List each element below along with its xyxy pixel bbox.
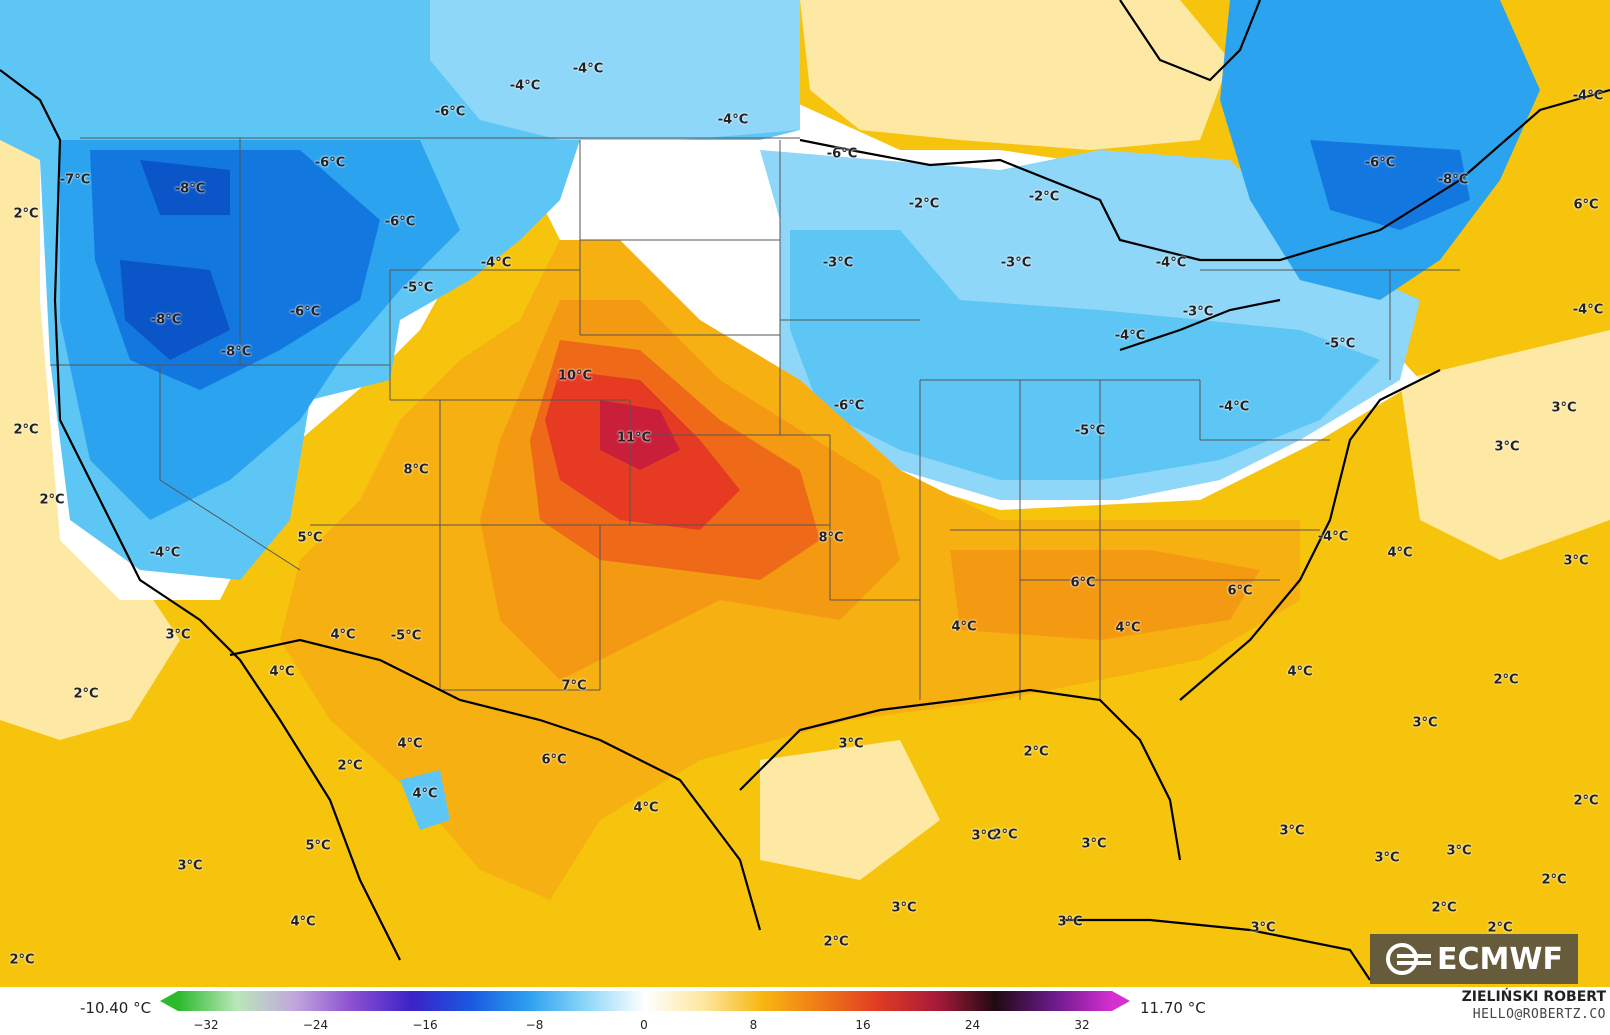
ecmwf-logo: ECMWF (1370, 934, 1578, 984)
author-email: HELLO@ROBERTZ.CO (1472, 1007, 1606, 1022)
temperature-anomaly-map: -4°C -4°C -6°C -4°C -6°C -7°C -8°C -6°C 2°C -4°C -… (0, 0, 1610, 987)
legend-tick-label: −32 (193, 1018, 219, 1032)
legend-min-value: -10.40 °C (80, 999, 152, 1017)
legend-right-arrow (1112, 991, 1130, 1011)
cold-region-west-deepest-2 (140, 160, 230, 215)
coastline-borders (0, 0, 1610, 981)
light-warm-region-east (1400, 330, 1610, 560)
legend-gradient (178, 991, 1112, 1011)
legend-tick-label: 0 (640, 1018, 648, 1032)
legend-tick-label: 24 (964, 1018, 981, 1032)
legend-tick-label: 16 (855, 1018, 871, 1032)
cold-region-northeast-deep (1310, 140, 1470, 230)
ecmwf-logo-text: ECMWF (1437, 941, 1563, 977)
legend-left-arrow (160, 991, 178, 1011)
warm-plume-southeast (950, 550, 1260, 640)
ecmwf-logo-mark-icon (1386, 943, 1432, 975)
cold-region-west-deepest (120, 260, 230, 360)
light-warm-region-north (800, 0, 1230, 150)
cold-region-east-mid (790, 230, 1380, 480)
color-scale-legend: -10.40 °C −32 −24 −16 −8 0 8 16 24 32 11.70 °C Z… (0, 987, 1610, 1035)
legend-max-value: 11.70 °C (1140, 999, 1206, 1017)
cold-region-canada (430, 0, 800, 140)
author-credit: ZIELIŃSKI ROBERT (1461, 989, 1606, 1005)
legend-color-bar (160, 991, 1130, 1011)
legend-tick-label: 8 (749, 1018, 758, 1032)
legend-tick-label: 32 (1074, 1018, 1090, 1032)
legend-tick-label: −24 (302, 1018, 329, 1032)
legend-tick-label: −8 (525, 1018, 544, 1032)
light-warm-region-gulf (760, 740, 940, 880)
gulf-cold-blob (400, 770, 450, 830)
legend-tick-label: −16 (412, 1018, 438, 1032)
map-canvas (0, 0, 1610, 987)
state-boundaries (50, 137, 1460, 700)
